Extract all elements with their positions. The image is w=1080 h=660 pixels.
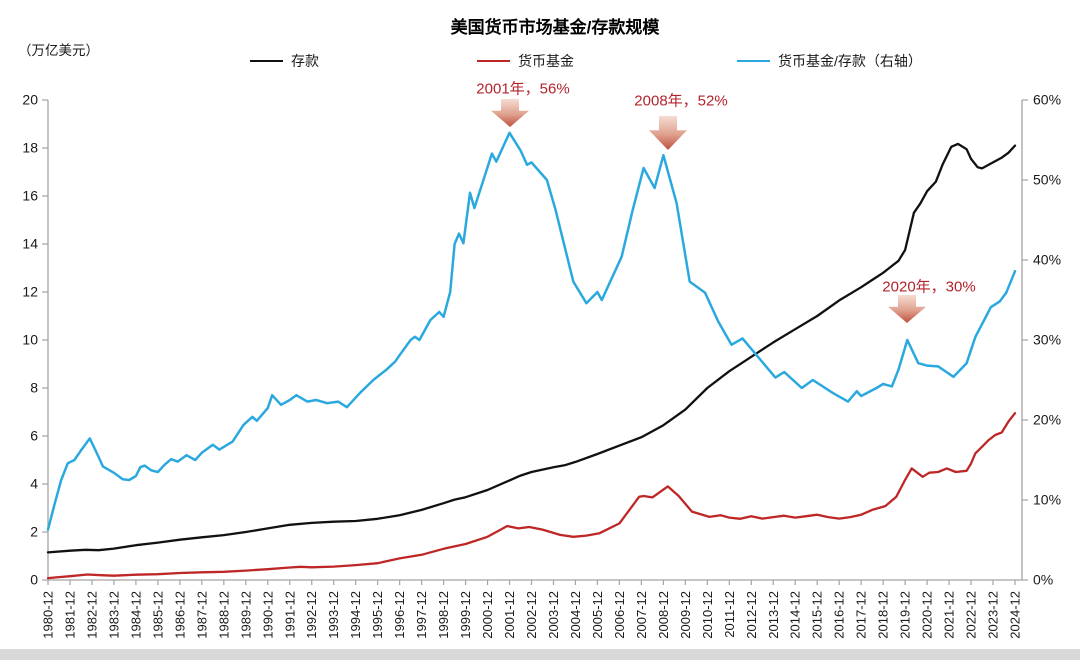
x-axis-tick-label: 2009-12: [678, 591, 693, 639]
x-axis-tick-label: 2003-12: [546, 591, 561, 639]
x-axis-tick-label: 1999-12: [458, 591, 473, 639]
ratio-line-swatch: [737, 60, 770, 62]
right-axis-tick-label: 30%: [1033, 332, 1061, 348]
x-axis-tick-label: 2004-12: [568, 591, 583, 639]
x-axis-tick-label: 1989-12: [238, 591, 253, 639]
x-axis-tick-label: 2022-12: [964, 591, 979, 639]
left-axis-tick-label: 10: [22, 332, 38, 348]
annotation-arrow-icon: [491, 99, 529, 127]
x-axis-tick-label: 2010-12: [700, 591, 715, 639]
x-axis-tick-label: 2023-12: [986, 591, 1001, 639]
annotation-2008-peak: 2008年，52%: [634, 92, 728, 110]
right-axis-tick-label: 20%: [1033, 412, 1061, 428]
x-axis-tick-label: 2024-12: [1008, 591, 1023, 639]
x-axis-tick-label: 1982-12: [84, 591, 99, 639]
x-axis-tick-label: 2017-12: [854, 591, 869, 639]
x-axis-tick-label: 2021-12: [942, 591, 957, 639]
x-axis-tick-label: 1998-12: [436, 591, 451, 639]
x-axis-tick-label: 2020-12: [920, 591, 935, 639]
left-axis-tick-label: 6: [30, 428, 38, 444]
x-axis-tick-label: 1987-12: [194, 591, 209, 639]
legend-item-money-fund: 货币基金: [477, 51, 574, 71]
left-axis-tick-label: 0: [30, 572, 38, 588]
x-axis-tick-label: 2001-12: [502, 591, 517, 639]
annotation-arrow-icon: [888, 295, 926, 323]
annotation-2020-peak: 2020年，30%: [882, 278, 976, 296]
money-fund-line-swatch: [477, 60, 510, 62]
left-axis-tick-label: 16: [22, 188, 38, 204]
x-axis-tick-label: 1980-12: [41, 591, 56, 639]
right-axis-tick-label: 0%: [1033, 572, 1053, 588]
deposits-line-swatch: [250, 60, 283, 62]
x-axis-tick-label: 2008-12: [656, 591, 671, 639]
x-axis-tick-label: 1996-12: [392, 591, 407, 639]
legend-item-deposits: 存款: [250, 51, 319, 71]
legend-label: 货币基金/存款（右轴）: [778, 53, 922, 69]
series-line: [46, 412, 1017, 580]
x-axis-tick-label: 2006-12: [612, 591, 627, 639]
x-axis-tick-label: 2018-12: [876, 591, 891, 639]
left-axis-tick-label: 12: [22, 284, 38, 300]
x-axis-tick-label: 2011-12: [722, 591, 737, 638]
x-axis-tick-label: 1986-12: [172, 591, 187, 639]
x-axis-tick-label: 1997-12: [414, 591, 429, 639]
x-axis-tick-label: 2002-12: [524, 591, 539, 639]
x-axis-tick-label: 2000-12: [480, 591, 495, 639]
left-axis-tick-label: 2: [30, 524, 38, 540]
x-axis-tick-label: 2016-12: [832, 591, 847, 639]
x-axis-tick-label: 1988-12: [216, 591, 231, 639]
x-axis-tick-label: 1993-12: [326, 591, 341, 639]
legend-item-ratio: 货币基金/存款（右轴）: [737, 51, 922, 71]
x-axis-tick-label: 2007-12: [634, 591, 649, 639]
series-line: [46, 142, 1017, 554]
chart-title: 美国货币市场基金/存款规模: [450, 18, 660, 37]
annotation-arrow-icon: [649, 116, 687, 150]
x-axis-tick-label: 2015-12: [810, 591, 825, 639]
x-axis-tick-label: 2019-12: [898, 591, 913, 639]
legend-label: 存款: [291, 53, 319, 69]
annotation-2001-peak: 2001年，56%: [476, 80, 570, 98]
x-axis-tick-label: 1994-12: [348, 591, 363, 639]
left-axis-tick-label: 8: [30, 380, 38, 396]
right-axis-tick-label: 50%: [1033, 172, 1061, 188]
x-axis-tick-label: 1990-12: [260, 591, 275, 639]
bottom-gray-strip: [0, 649, 1080, 660]
x-axis-tick-label: 1991-12: [282, 591, 297, 639]
x-axis-tick-label: 1995-12: [370, 591, 385, 639]
x-axis-tick-label: 1981-12: [62, 591, 77, 639]
legend-label: 货币基金: [518, 53, 574, 69]
series-line: [46, 131, 1017, 531]
right-axis-tick-label: 10%: [1033, 492, 1061, 508]
x-axis-tick-label: 2013-12: [766, 591, 781, 639]
x-axis-tick-label: 1983-12: [106, 591, 121, 639]
left-axis-tick-label: 18: [22, 140, 38, 156]
left-axis-tick-label: 20: [22, 92, 38, 108]
right-axis-tick-label: 60%: [1033, 92, 1061, 108]
x-axis-tick-label: 1985-12: [150, 591, 165, 639]
left-axis-unit-label: （万亿美元）: [18, 43, 99, 58]
left-axis-tick-label: 14: [22, 236, 38, 252]
x-axis-tick-label: 2005-12: [590, 591, 605, 639]
x-axis-tick-label: 2012-12: [744, 591, 759, 639]
left-axis-tick-label: 4: [30, 476, 38, 492]
right-axis-tick-label: 40%: [1033, 252, 1061, 268]
x-axis-tick-label: 1984-12: [128, 591, 143, 639]
x-axis-tick-label: 2014-12: [788, 591, 803, 639]
x-axis-tick-label: 1992-12: [304, 591, 319, 639]
